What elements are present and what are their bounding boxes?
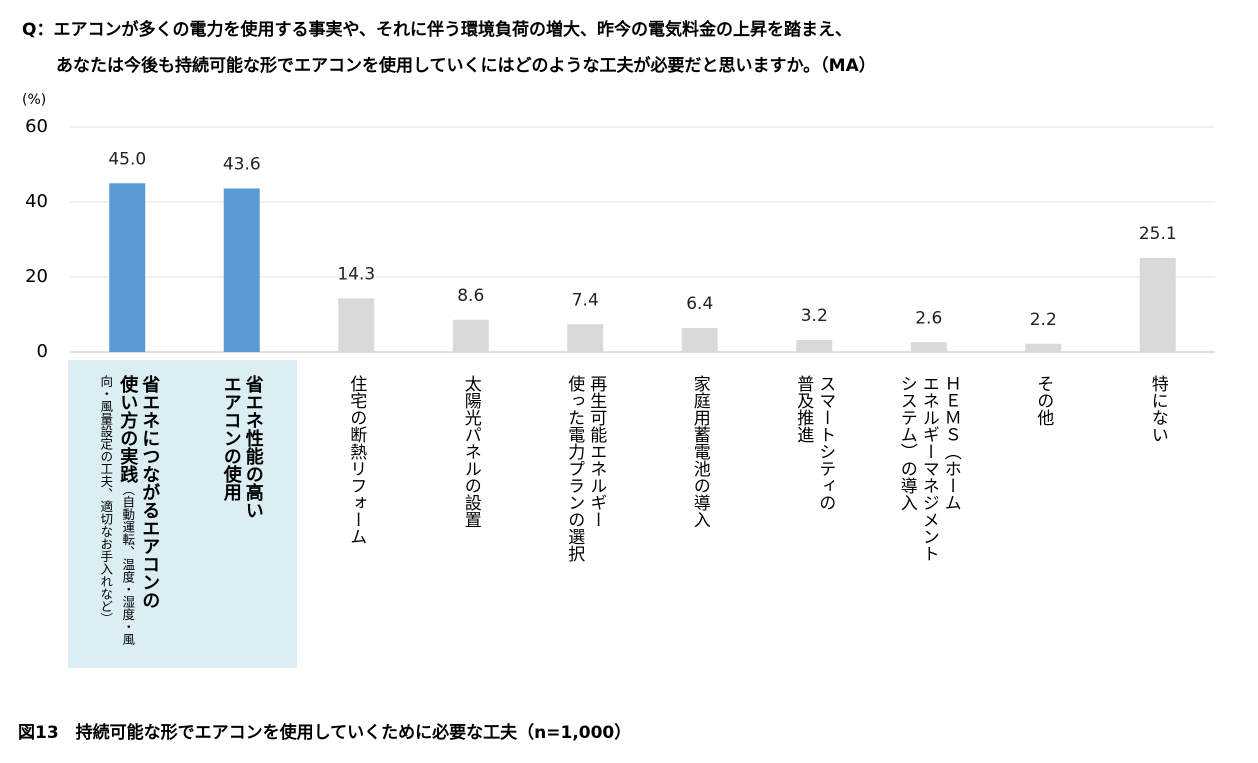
bar xyxy=(1025,343,1062,352)
x-tick-label: 家庭用蓄電池の導入 xyxy=(689,375,710,528)
y-tick-label: 40 xyxy=(25,191,48,212)
bar xyxy=(1139,257,1176,352)
y-tick-label: 60 xyxy=(25,116,48,137)
x-tick-label: 省エネにつながるエアコンの 使い方の実践 xyxy=(117,375,161,609)
y-axis-label: (%) xyxy=(22,92,46,108)
x-tick-label: その他 xyxy=(1033,375,1054,426)
bar xyxy=(452,319,489,352)
value-label: 7.4 xyxy=(572,290,599,310)
bar xyxy=(223,188,260,352)
x-tick-label: 住宅の断熱リフォーム xyxy=(346,375,367,545)
value-label: 3.2 xyxy=(801,306,828,326)
bar xyxy=(796,340,833,352)
value-label: 25.1 xyxy=(1139,224,1177,244)
x-tick-group: 省エネにつながるエアコンの 使い方の実践（自動運転、温度・湿度・風向・風量設定の… xyxy=(94,375,160,665)
x-tick-label: 太陽光パネルの設置 xyxy=(460,375,481,528)
value-label: 45.0 xyxy=(108,149,146,169)
x-tick-label: スマートシティの 普及推進 xyxy=(793,375,836,511)
value-label: 43.6 xyxy=(223,155,261,175)
bar xyxy=(567,324,604,352)
chart-title: 図13 持続可能な形でエアコンを使用していくために必要な工夫（n=1,000） xyxy=(18,723,632,743)
category-note: （自動運転、温度・湿度・風向・風量設定の工夫、適切なお手入れなど） xyxy=(98,375,136,646)
value-label: 6.4 xyxy=(686,294,713,314)
bar xyxy=(910,342,947,352)
x-tick-label: 特にない xyxy=(1147,375,1168,443)
y-tick-label: 0 xyxy=(37,341,48,362)
highlight-box xyxy=(68,360,297,668)
question: Q：エアコンが多くの電力を使用する事実や、それに伴う環境負荷の増大、昨今の電気料… xyxy=(22,20,876,76)
x-tick-label: ＨＥＭＳ（ホーム エネルギーマネジメント システム）の導入 xyxy=(896,375,961,562)
value-label: 2.6 xyxy=(915,308,942,328)
y-tick-label: 20 xyxy=(25,266,48,287)
bar xyxy=(338,298,375,352)
bar xyxy=(681,328,718,352)
x-tick-label: 省エネ性能の高い エアコンの使用 xyxy=(220,375,264,519)
value-label: 14.3 xyxy=(337,264,375,284)
value-label: 2.2 xyxy=(1030,310,1057,330)
bar xyxy=(109,183,146,352)
value-label: 8.6 xyxy=(457,286,484,306)
x-tick-label: 再生可能エネルギー 使った電力プランの選択 xyxy=(564,375,607,562)
